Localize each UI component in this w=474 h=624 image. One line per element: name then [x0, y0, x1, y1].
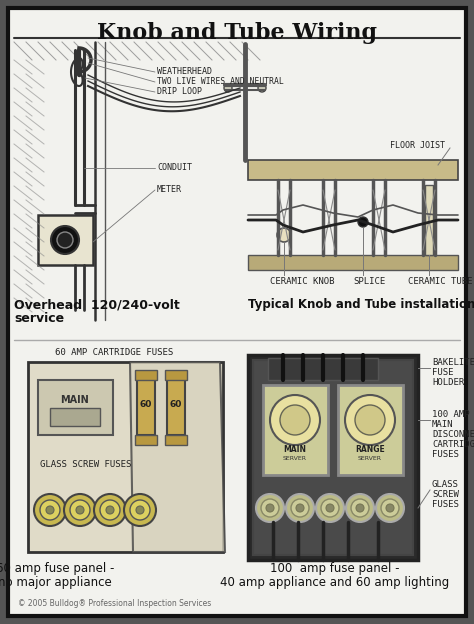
Text: CARTRIDGE: CARTRIDGE	[432, 440, 474, 449]
Circle shape	[261, 499, 279, 517]
Text: © 2005 Bulldog® Professional Inspection Services: © 2005 Bulldog® Professional Inspection …	[18, 599, 211, 608]
Circle shape	[76, 506, 84, 514]
Bar	[248, 355, 418, 560]
Text: FUSES: FUSES	[432, 500, 459, 509]
Text: GLASS: GLASS	[432, 480, 459, 489]
Bar	[38, 215, 93, 265]
Text: CERAMIC TUBE: CERAMIC TUBE	[408, 277, 473, 286]
Circle shape	[326, 504, 334, 512]
Bar	[135, 435, 157, 445]
Circle shape	[124, 494, 156, 526]
Text: Knob and Tube Wiring: Knob and Tube Wiring	[97, 22, 377, 44]
Bar	[50, 408, 100, 426]
Circle shape	[70, 500, 90, 520]
Circle shape	[34, 494, 66, 526]
Bar	[248, 255, 458, 270]
Circle shape	[296, 504, 304, 512]
Circle shape	[321, 499, 339, 517]
Circle shape	[355, 405, 385, 435]
Circle shape	[358, 217, 368, 227]
Bar	[28, 362, 223, 552]
Circle shape	[345, 395, 395, 445]
Circle shape	[286, 494, 314, 522]
Text: DISCONNECT: DISCONNECT	[432, 430, 474, 439]
Circle shape	[351, 499, 369, 517]
Circle shape	[280, 405, 310, 435]
Circle shape	[291, 499, 309, 517]
Bar	[165, 435, 187, 445]
Bar	[248, 160, 458, 180]
Circle shape	[46, 506, 54, 514]
Text: SERVER: SERVER	[283, 456, 307, 461]
Text: SPLICE: SPLICE	[353, 277, 385, 286]
Circle shape	[258, 84, 266, 92]
Circle shape	[100, 500, 120, 520]
Text: MAIN: MAIN	[283, 445, 307, 454]
Text: METER: METER	[157, 185, 182, 195]
Circle shape	[316, 494, 344, 522]
Text: Overhead  120/240-volt: Overhead 120/240-volt	[14, 298, 180, 311]
Circle shape	[51, 226, 79, 254]
Bar	[165, 370, 187, 380]
Text: DRIP LOOP: DRIP LOOP	[157, 87, 202, 97]
Text: BAKELITE: BAKELITE	[432, 358, 474, 367]
Text: no major appliance: no major appliance	[0, 576, 112, 589]
Bar	[135, 370, 157, 380]
Circle shape	[277, 228, 291, 242]
Text: CERAMIC KNOB: CERAMIC KNOB	[270, 277, 335, 286]
Bar	[253, 360, 413, 555]
Circle shape	[130, 500, 150, 520]
Text: Typical Knob and Tube installation with floor: Typical Knob and Tube installation with …	[248, 298, 474, 311]
Text: GLASS SCREW FUSES: GLASS SCREW FUSES	[40, 460, 131, 469]
Circle shape	[376, 494, 404, 522]
Text: CONDUIT: CONDUIT	[157, 163, 192, 172]
Circle shape	[106, 506, 114, 514]
Text: 60 amp fuse panel -: 60 amp fuse panel -	[0, 562, 114, 575]
Circle shape	[270, 395, 320, 445]
Polygon shape	[130, 362, 225, 552]
Text: FLOOR JOIST: FLOOR JOIST	[390, 140, 445, 150]
Bar	[338, 385, 403, 475]
Text: HOLDER: HOLDER	[432, 378, 464, 387]
Text: 40 amp appliance and 60 amp lighting: 40 amp appliance and 60 amp lighting	[220, 576, 450, 589]
Circle shape	[346, 494, 374, 522]
Bar	[425, 185, 433, 255]
Text: 60 AMP CARTRIDGE FUSES: 60 AMP CARTRIDGE FUSES	[55, 348, 173, 357]
Circle shape	[224, 84, 232, 92]
Text: TWO LIVE WIRES AND NEUTRAL: TWO LIVE WIRES AND NEUTRAL	[157, 77, 284, 87]
Text: WEATHERHEAD: WEATHERHEAD	[157, 67, 212, 77]
Text: service: service	[14, 312, 64, 325]
Bar	[167, 375, 185, 435]
Text: FUSES: FUSES	[432, 450, 459, 459]
Text: 100  amp fuse panel -: 100 amp fuse panel -	[270, 562, 400, 575]
Bar	[137, 375, 155, 435]
Text: RANGE: RANGE	[355, 445, 385, 454]
Text: FUSE: FUSE	[432, 368, 454, 377]
Text: 60: 60	[140, 400, 152, 409]
Circle shape	[256, 494, 284, 522]
Text: MAIN: MAIN	[61, 395, 90, 405]
Bar	[263, 385, 328, 475]
Circle shape	[136, 506, 144, 514]
Circle shape	[64, 494, 96, 526]
Bar	[268, 358, 378, 380]
Text: 100 AMP: 100 AMP	[432, 410, 470, 419]
Text: SCREW: SCREW	[432, 490, 459, 499]
Text: MAIN: MAIN	[432, 420, 454, 429]
Bar	[38, 380, 113, 435]
Circle shape	[386, 504, 394, 512]
Circle shape	[381, 499, 399, 517]
Circle shape	[57, 232, 73, 248]
Circle shape	[266, 504, 274, 512]
Circle shape	[40, 500, 60, 520]
Circle shape	[356, 504, 364, 512]
Text: 60: 60	[170, 400, 182, 409]
Circle shape	[94, 494, 126, 526]
Text: SERVER: SERVER	[358, 456, 382, 461]
